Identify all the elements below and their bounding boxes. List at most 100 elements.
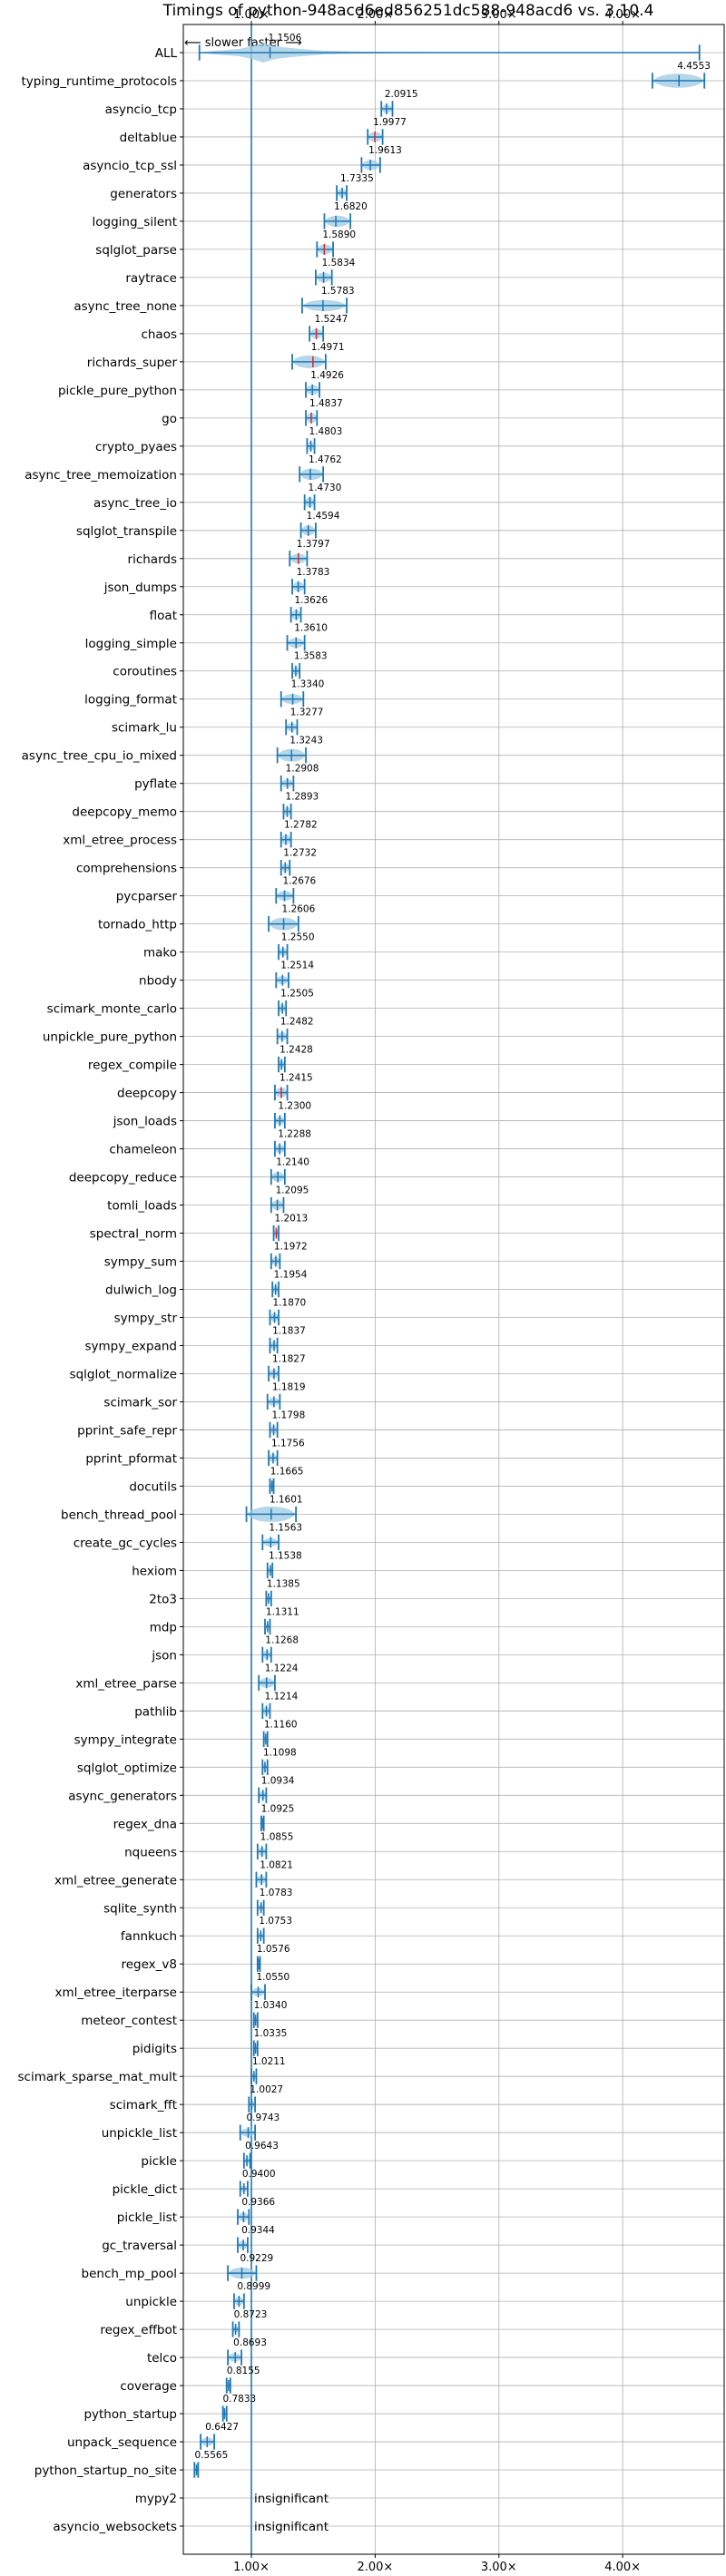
benchmark-name-label: xml_etree_iterparse bbox=[55, 1986, 178, 2000]
value-label: 1.1563 bbox=[269, 1522, 302, 1533]
value-label: 1.2550 bbox=[281, 932, 315, 943]
value-label: 1.0925 bbox=[261, 1803, 295, 1814]
benchmark-name-label: coroutines bbox=[113, 665, 177, 679]
benchmark-name-label: async_generators bbox=[68, 1789, 177, 1803]
benchmark-name-label: sqlglot_optimize bbox=[77, 1761, 177, 1775]
value-label: 1.0855 bbox=[260, 1831, 294, 1842]
value-label: 1.2013 bbox=[274, 1214, 308, 1225]
x-tick-label-bottom: 3.00× bbox=[481, 2561, 517, 2574]
value-label: 1.2782 bbox=[284, 820, 318, 831]
x-axis-bottom: 1.00× 2.00× 3.00× 4.00× bbox=[233, 2554, 641, 2574]
benchmark-name-label: scimark_lu bbox=[112, 721, 177, 736]
x-tick-label-top: 3.00× bbox=[481, 8, 517, 22]
x-tick-label-top: 2.00× bbox=[357, 8, 393, 22]
value-label: 1.3783 bbox=[297, 567, 330, 578]
value-label: 1.6820 bbox=[334, 201, 368, 212]
value-label: 1.2095 bbox=[276, 1186, 309, 1196]
benchmark-name-label: asyncio_tcp_ssl bbox=[83, 159, 177, 173]
value-label: 1.0340 bbox=[254, 2000, 288, 2011]
value-label: 1.2505 bbox=[280, 989, 314, 1000]
benchmark-name-label: logging_silent bbox=[93, 215, 177, 229]
benchmark-name-label: pprint_safe_repr bbox=[77, 1423, 177, 1438]
value-label: 0.6427 bbox=[205, 2422, 239, 2433]
benchmark-name-label: gc_traversal bbox=[102, 2239, 177, 2253]
benchmark-name-label: pycparser bbox=[116, 890, 178, 904]
benchmark-name-label: regex_dna bbox=[113, 1817, 177, 1831]
value-label: 1.1819 bbox=[272, 1381, 306, 1392]
benchmark-name-label: regex_effbot bbox=[100, 2323, 177, 2337]
value-label: 1.0027 bbox=[250, 2084, 283, 2095]
benchmark-name-label: deepcopy_memo bbox=[72, 805, 177, 820]
benchmark-name-label: async_tree_io bbox=[93, 496, 177, 511]
value-label: 0.9229 bbox=[240, 2253, 273, 2264]
benchmark-name-label: mypy2 bbox=[135, 2492, 177, 2506]
benchmark-name-label: deepcopy bbox=[117, 1087, 177, 1101]
value-label: 1.0335 bbox=[254, 2028, 288, 2039]
value-label: 0.9400 bbox=[242, 2169, 276, 2180]
value-label: 1.2732 bbox=[283, 848, 317, 859]
benchmark-name-label: sympy_integrate bbox=[74, 1732, 177, 1747]
benchmark-name-label: regex_compile bbox=[88, 1059, 177, 1073]
benchmark-name-label: scimark_monte_carlo bbox=[47, 1002, 177, 1017]
benchmark-name-label: mdp bbox=[150, 1620, 177, 1634]
x-tick-label-bottom: 4.00× bbox=[604, 2561, 641, 2574]
benchmark-name-label: sqlglot_normalize bbox=[70, 1367, 177, 1381]
value-label: 0.9643 bbox=[245, 2141, 279, 2152]
benchmark-name-label: regex_v8 bbox=[121, 1957, 177, 1972]
value-label: 1.5247 bbox=[315, 314, 348, 325]
value-label: 1.1098 bbox=[263, 1747, 297, 1758]
benchmark-name-label: crypto_pyaes bbox=[95, 440, 177, 454]
value-label: 1.3583 bbox=[294, 651, 328, 662]
benchmark-name-label: typing_runtime_protocols bbox=[22, 74, 178, 89]
value-label: 4.4553 bbox=[677, 61, 711, 72]
benchmark-name-label: async_tree_memoization bbox=[25, 468, 177, 483]
value-label: 1.1224 bbox=[265, 1663, 299, 1673]
value-label: 1.4803 bbox=[309, 426, 343, 437]
benchmark-name-label: tornado_http bbox=[98, 918, 177, 932]
value-label: 1.3243 bbox=[289, 736, 323, 746]
benchmark-name-label: richards bbox=[128, 552, 177, 567]
benchmark-name-label: pickle_dict bbox=[113, 2182, 177, 2197]
value-label: 1.1972 bbox=[274, 1241, 308, 1252]
x-tick-label-bottom: 1.00× bbox=[233, 2561, 270, 2574]
value-label: 0.9743 bbox=[247, 2113, 280, 2123]
value-label: 1.5834 bbox=[322, 258, 356, 268]
value-label: 1.1538 bbox=[269, 1550, 302, 1561]
value-label: 1.1798 bbox=[272, 1410, 306, 1420]
benchmark-name-label: asyncio_tcp bbox=[105, 102, 177, 117]
grid-lines bbox=[183, 24, 724, 2554]
value-label: 1.0576 bbox=[257, 1944, 290, 1955]
value-label: 1.1837 bbox=[272, 1325, 306, 1336]
benchmark-name-label: bench_mp_pool bbox=[82, 2267, 177, 2281]
x-tick-label-top: 4.00× bbox=[604, 8, 641, 22]
benchmark-name-label: 2to3 bbox=[149, 1592, 177, 1606]
value-label: 1.2514 bbox=[280, 961, 314, 971]
value-label: 1.0821 bbox=[260, 1859, 293, 1870]
benchmark-name-label: logging_format bbox=[84, 693, 177, 707]
benchmark-name-label: spectral_norm bbox=[90, 1227, 177, 1242]
benchmark-name-label: deepcopy_reduce bbox=[69, 1171, 177, 1186]
chart-title: Timings of python-948acd6ed856251dc588-9… bbox=[162, 2, 654, 20]
benchmark-name-label: sqlglot_parse bbox=[95, 243, 177, 258]
value-label: 1.2482 bbox=[280, 1017, 314, 1028]
benchmark-name-label: create_gc_cycles bbox=[74, 1536, 177, 1550]
value-label: 2.0915 bbox=[385, 89, 418, 100]
benchmark-name-label: unpickle bbox=[125, 2295, 177, 2309]
benchmark-name-label: bench_thread_pool bbox=[61, 1508, 177, 1522]
benchmark-name-label: python_startup_no_site bbox=[34, 2464, 177, 2478]
benchmark-name-label: nbody bbox=[139, 974, 177, 989]
benchmark-name-label: pickle bbox=[141, 2154, 177, 2169]
value-label: 1.2288 bbox=[278, 1129, 311, 1140]
benchmark-name-label: dulwich_log bbox=[105, 1283, 177, 1298]
value-label: 1.1268 bbox=[265, 1634, 299, 1645]
value-label: 1.2300 bbox=[278, 1101, 311, 1112]
benchmark-marks bbox=[193, 42, 706, 2478]
benchmark-name-label: nqueens bbox=[124, 1845, 177, 1859]
benchmark-name-label: meteor_contest bbox=[81, 2014, 177, 2028]
value-label: 1.2908 bbox=[286, 764, 319, 775]
value-label: 1.4837 bbox=[309, 398, 343, 409]
value-label: 1.1214 bbox=[265, 1691, 299, 1702]
value-label: 0.5565 bbox=[195, 2450, 229, 2461]
value-label: 1.3610 bbox=[294, 623, 328, 634]
